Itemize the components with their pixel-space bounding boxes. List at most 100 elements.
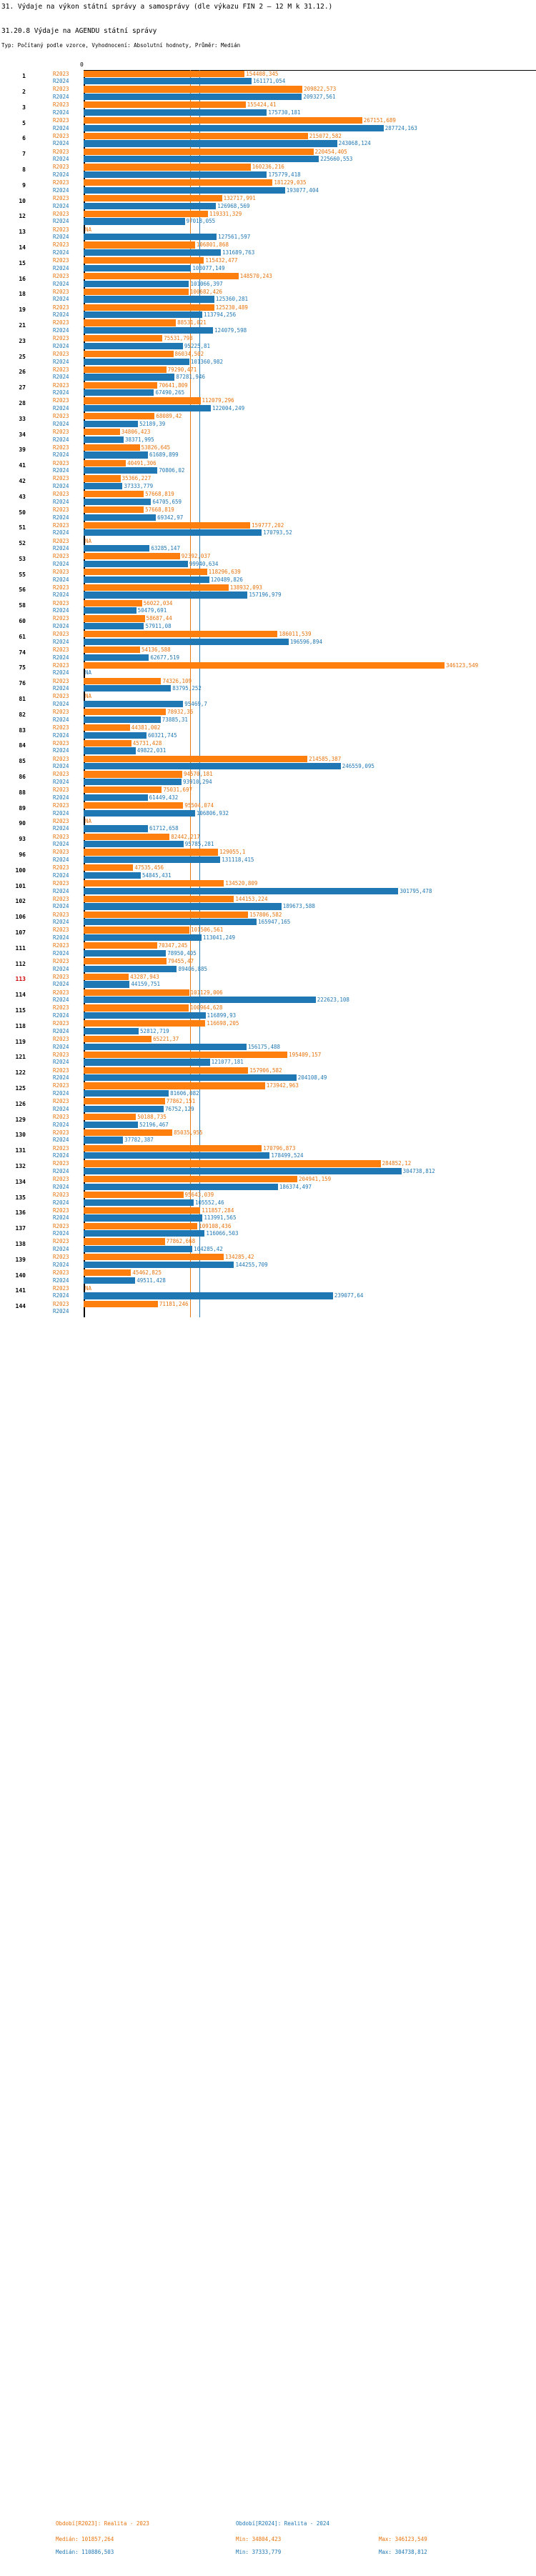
bar	[84, 872, 142, 879]
series-row-r2023: R2023 215072,582	[0, 132, 536, 139]
chart-row: 89 R2023 95504,074 R2024 106806,932	[0, 802, 536, 817]
chart-row: 138 R2023 77862,668 R2024 104285,42	[0, 1238, 536, 1254]
series-label: R2023	[53, 272, 69, 279]
bar	[84, 311, 203, 319]
bar	[84, 1245, 193, 1253]
chart-row: 76 R2023 74326,109 R2024 83795,252	[0, 677, 536, 693]
bar	[84, 802, 184, 809]
series-row-r2024: R2024 113991,565	[0, 1214, 536, 1222]
bar-value-label: NA	[85, 693, 92, 700]
chart-row: 83 R2023 44381,002 R2024 60321,745	[0, 724, 536, 739]
chart-row: 126 R2023 77862,151 R2024 76752,129	[0, 1098, 536, 1114]
series-label: R2024	[53, 93, 69, 100]
series-row-r2024: R2024 70806,02	[0, 467, 536, 474]
series-row-r2023: R2023 85035,955	[0, 1129, 536, 1136]
chart-row: 81 R2023 NA R2024 95469,7	[0, 693, 536, 709]
bar-value-label: 170796,873	[263, 1144, 296, 1152]
series-label: R2023	[53, 1067, 69, 1074]
bar	[84, 1082, 265, 1089]
chart-row: 101 R2023 134520,809 R2024 301795,478	[0, 879, 536, 895]
chart-row: 9 R2023 181229,035 R2024 193077,404	[0, 179, 536, 195]
series-label: R2024	[53, 965, 69, 972]
row-index-label: 43	[19, 493, 26, 500]
bar	[84, 1176, 297, 1183]
series-row-r2023: R2023 284852,12	[0, 1160, 536, 1167]
series-label: R2023	[53, 241, 69, 249]
series-row-r2024: R2024 304738,812	[0, 1167, 536, 1175]
series-label: R2023	[53, 755, 69, 762]
bar-value-label: 44159,751	[131, 981, 161, 988]
series-label: R2023	[53, 569, 69, 576]
series-row-r2023: R2023 86034,502	[0, 350, 536, 358]
bar	[84, 1261, 234, 1268]
series-row-r2024: R2024 89406,885	[0, 965, 536, 972]
bar	[84, 623, 144, 630]
bar-value-label: 70806,02	[159, 467, 185, 474]
chart-row: 53 R2023 92392,037 R2024 99940,634	[0, 553, 536, 569]
chart-row: 43 R2023 57668,819 R2024 64705,659	[0, 491, 536, 506]
bar	[84, 1012, 206, 1019]
bar	[84, 685, 172, 692]
chart-row: 25 R2023 86034,502 R2024 101360,982	[0, 350, 536, 366]
series-row-r2023: R2023 NA	[0, 1285, 536, 1292]
series-row-r2024: R2024 204108,49	[0, 1074, 536, 1082]
series-row-r2024: R2024 81606,082	[0, 1089, 536, 1097]
bar	[84, 124, 384, 131]
bar-value-label: 87281,946	[176, 374, 205, 381]
chart-row: 132 R2023 284852,12 R2024 304738,812	[0, 1160, 536, 1176]
bar	[84, 381, 158, 389]
series-label: R2024	[53, 825, 69, 832]
series-label: R2023	[53, 1254, 69, 1261]
series-row-r2023: R2023 56022,034	[0, 599, 536, 606]
series-row-r2024: R2024 61689,899	[0, 451, 536, 459]
series-label: R2024	[53, 374, 69, 381]
row-index-label: 130	[15, 1132, 26, 1139]
bar-value-label: 50479,691	[137, 607, 167, 614]
bar-value-label: 129055,1	[219, 849, 246, 856]
series-row-r2023: R2023 134285,42	[0, 1254, 536, 1261]
row-index-label: 9	[22, 181, 26, 189]
bar-value-label: 71181,246	[159, 1300, 189, 1307]
bar-value-label: 134285,42	[224, 1254, 254, 1261]
bar	[84, 895, 234, 903]
bar	[84, 93, 302, 101]
series-row-r2024: R2024 120489,826	[0, 576, 536, 583]
series-label: R2024	[53, 311, 69, 319]
series-row-r2023: R2023 79290,471	[0, 366, 536, 373]
chart-row: 19 R2023 125230,489 R2024 113794,256	[0, 304, 536, 319]
series-label: R2023	[53, 428, 69, 435]
bar-value-label: 160236,216	[252, 164, 284, 171]
series-row-r2023: R2023 214585,387	[0, 755, 536, 762]
bar-value-label: 95504,074	[184, 802, 214, 809]
bar	[84, 404, 211, 412]
series-row-r2024: R2024 38371,995	[0, 436, 536, 443]
series-row-r2023: R2023 45462,825	[0, 1269, 536, 1277]
median-line-r2023	[189, 70, 191, 1317]
bar	[84, 1089, 169, 1097]
row-index-label: 18	[19, 291, 26, 298]
series-row-r2023: R2023 NA	[0, 693, 536, 699]
series-label: R2023	[53, 506, 69, 513]
series-row-r2024: R2024 69342,97	[0, 514, 536, 521]
series-label: R2023	[53, 226, 69, 233]
series-label: R2024	[53, 1277, 69, 1284]
series-label: R2024	[53, 607, 69, 614]
series-row-r2023: R2023 115432,477	[0, 257, 536, 264]
series-row-r2023: R2023 82442,217	[0, 833, 536, 840]
series-label: R2023	[53, 833, 69, 840]
series-label: R2023	[53, 615, 69, 622]
bar	[84, 350, 174, 358]
stats-row-r2023: Medián: 101857,264 Min: 34804,423 Max: 3…	[0, 2536, 536, 2549]
bar	[84, 880, 224, 887]
row-index-label: 28	[19, 399, 26, 406]
row-index-label: 118	[15, 1022, 26, 1029]
series-label: R2023	[53, 319, 69, 326]
stats-row-r2024: Medián: 110886,503 Min: 37333,779 Max: 3…	[0, 2549, 536, 2562]
series-row-r2024: R2024 99940,634	[0, 560, 536, 568]
bar-value-label: 105552,46	[195, 1199, 224, 1206]
bar	[84, 1020, 206, 1027]
chart-row: 82 R2023 78932,36 R2024 73885,31	[0, 709, 536, 724]
bar-value-label: 94570,181	[183, 771, 213, 778]
series-row-r2023: R2023 181229,035	[0, 179, 536, 186]
series-label: R2024	[53, 451, 69, 459]
